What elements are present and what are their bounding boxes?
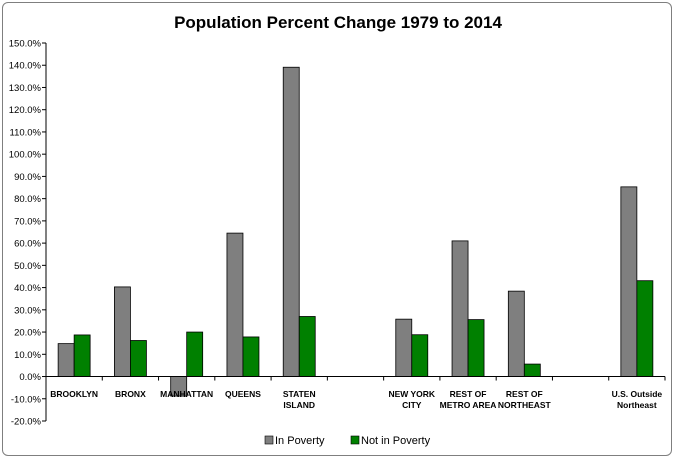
- bar-not-in-poverty: [467, 319, 485, 377]
- category-label: BROOKLYN: [50, 389, 98, 399]
- y-tick-label: 60.0%: [14, 239, 41, 250]
- y-tick-label: 100.0%: [9, 150, 42, 161]
- chart-title: Population Percent Change 1979 to 2014: [174, 13, 502, 32]
- category-label: NEW YORK: [388, 389, 435, 399]
- y-tick-label: -20.0%: [11, 417, 42, 428]
- chart-frame: [2, 2, 672, 456]
- legend-label-in-poverty: In Poverty: [275, 435, 325, 447]
- category-label: ISLAND: [283, 400, 315, 410]
- bar-in-poverty: [451, 240, 469, 377]
- legend-swatch-in-poverty: [264, 435, 274, 445]
- y-tick-label: 120.0%: [9, 105, 42, 116]
- bar-not-in-poverty: [636, 280, 654, 377]
- category-label: METRO AREA: [440, 400, 497, 410]
- bar-in-poverty: [57, 343, 75, 377]
- category-label: MANHATTAN: [160, 389, 213, 399]
- category-label: REST OF: [450, 389, 487, 399]
- y-tick-label: 50.0%: [14, 261, 41, 272]
- category-label: STATEN: [283, 389, 316, 399]
- y-tick-label: 0.0%: [19, 372, 41, 383]
- y-tick-label: 20.0%: [14, 328, 41, 339]
- bar-not-in-poverty: [523, 363, 541, 377]
- bar-not-in-poverty: [130, 340, 147, 377]
- bar-not-in-poverty: [186, 331, 204, 377]
- y-tick-label: -10.0%: [11, 394, 42, 405]
- bar-in-poverty: [226, 232, 244, 377]
- y-tick-label: 30.0%: [14, 305, 41, 316]
- legend-swatch-not-in-poverty: [350, 435, 360, 445]
- category-label: Northeast: [617, 400, 657, 410]
- category-label: U.S. Outside: [612, 389, 663, 399]
- bar-not-in-poverty: [73, 334, 91, 377]
- legend-label-not-in-poverty: Not in Poverty: [361, 435, 431, 447]
- y-tick-label: 10.0%: [14, 350, 41, 361]
- bar-not-in-poverty: [298, 316, 316, 377]
- category-label: CITY: [402, 400, 422, 410]
- y-tick-label: 130.0%: [9, 83, 42, 94]
- bar-in-poverty: [507, 290, 525, 377]
- bar-not-in-poverty: [411, 334, 429, 377]
- legend: In Poverty Not in Poverty: [264, 435, 431, 447]
- category-label: REST OF: [506, 389, 543, 399]
- y-tick-label: 90.0%: [14, 172, 41, 183]
- y-tick-label: 110.0%: [9, 127, 41, 138]
- plot-area: -20.0% -10.0% 0.0% 10.0% 20.0% 30.0% 40.0% 50.0…: [9, 39, 666, 428]
- y-tick-label: 40.0%: [14, 283, 41, 294]
- bar-in-poverty: [620, 186, 638, 377]
- bar-in-poverty: [395, 318, 413, 377]
- category-label: QUEENS: [225, 389, 261, 399]
- y-tick-label: 150.0%: [9, 39, 42, 50]
- y-tick-label: 80.0%: [14, 194, 41, 205]
- category-label: BRONX: [115, 389, 146, 399]
- y-tick-label: 140.0%: [9, 61, 42, 72]
- bar-in-poverty: [282, 66, 300, 377]
- bar-not-in-poverty: [242, 336, 260, 377]
- category-label: NORTHEAST: [498, 400, 552, 410]
- y-tick-label: 70.0%: [14, 216, 41, 227]
- bar-in-poverty: [114, 286, 131, 377]
